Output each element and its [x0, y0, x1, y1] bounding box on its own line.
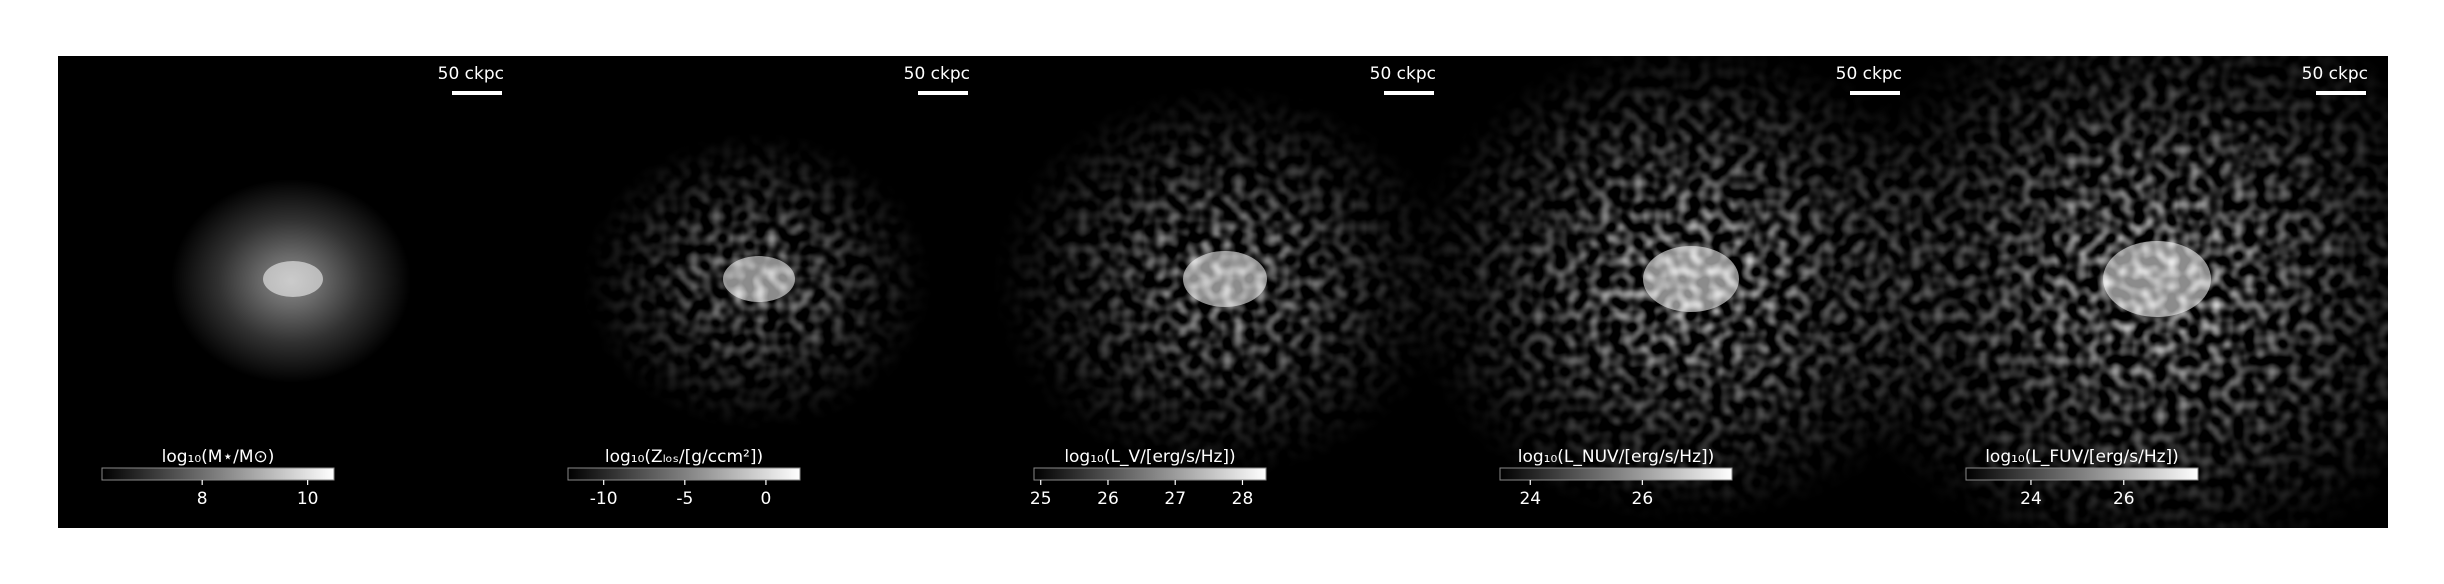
- colorbar-label: log₁₀(L_NUV/[erg/s/Hz]): [1518, 447, 1715, 467]
- colorbar: [1499, 467, 1733, 481]
- colorbar: [1033, 467, 1267, 481]
- scale-bar: [2316, 91, 2366, 95]
- colorbar: [1965, 467, 2199, 481]
- scale-bar-label: 50 ckpc: [438, 64, 504, 84]
- scale-bar-label: 50 ckpc: [904, 64, 970, 84]
- scale-bar: [1850, 91, 1900, 95]
- galaxy-core: [1643, 246, 1739, 312]
- galaxy-core: [723, 256, 795, 302]
- colorbar-label: log₁₀(M⋆/M⊙): [162, 447, 275, 467]
- colorbar-tick-label: 0: [761, 489, 772, 509]
- colorbar: [567, 467, 801, 481]
- scale-bar: [452, 91, 502, 95]
- colorbar-label: log₁₀(L_FUV/[erg/s/Hz]): [1985, 447, 2179, 467]
- scale-bar-label: 50 ckpc: [2302, 64, 2368, 84]
- colorbar-tick-label: 27: [1164, 489, 1186, 509]
- scale-bar-label: 50 ckpc: [1836, 64, 1902, 84]
- colorbar-tick-label: 26: [1097, 489, 1119, 509]
- colorbar-tick-label: 24: [1519, 489, 1541, 509]
- galaxy-core: [263, 261, 323, 297]
- colorbar-tick-label: 24: [2020, 489, 2042, 509]
- colorbar-tick-label: 25: [1030, 489, 1052, 509]
- galaxy-core: [2103, 241, 2211, 317]
- colorbar-tick-label: -5: [676, 489, 693, 509]
- colorbar-label: log₁₀(Zₗₒₛ/[g/ccm²]): [605, 447, 763, 467]
- colorbar: [101, 467, 335, 481]
- colorbar-tick-label: -10: [590, 489, 618, 509]
- scale-bar: [1384, 91, 1434, 95]
- colorbar-tick-label: 10: [297, 489, 319, 509]
- colorbar-tick-label: 26: [2113, 489, 2135, 509]
- scale-bar-label: 50 ckpc: [1370, 64, 1436, 84]
- colorbar-label: log₁₀(L_V/[erg/s/Hz]): [1064, 447, 1235, 467]
- scale-bar: [918, 91, 968, 95]
- galaxy-core: [1183, 251, 1267, 307]
- colorbar-tick-label: 26: [1632, 489, 1654, 509]
- colorbar-tick-label: 28: [1232, 489, 1254, 509]
- colorbar-tick-label: 8: [197, 489, 208, 509]
